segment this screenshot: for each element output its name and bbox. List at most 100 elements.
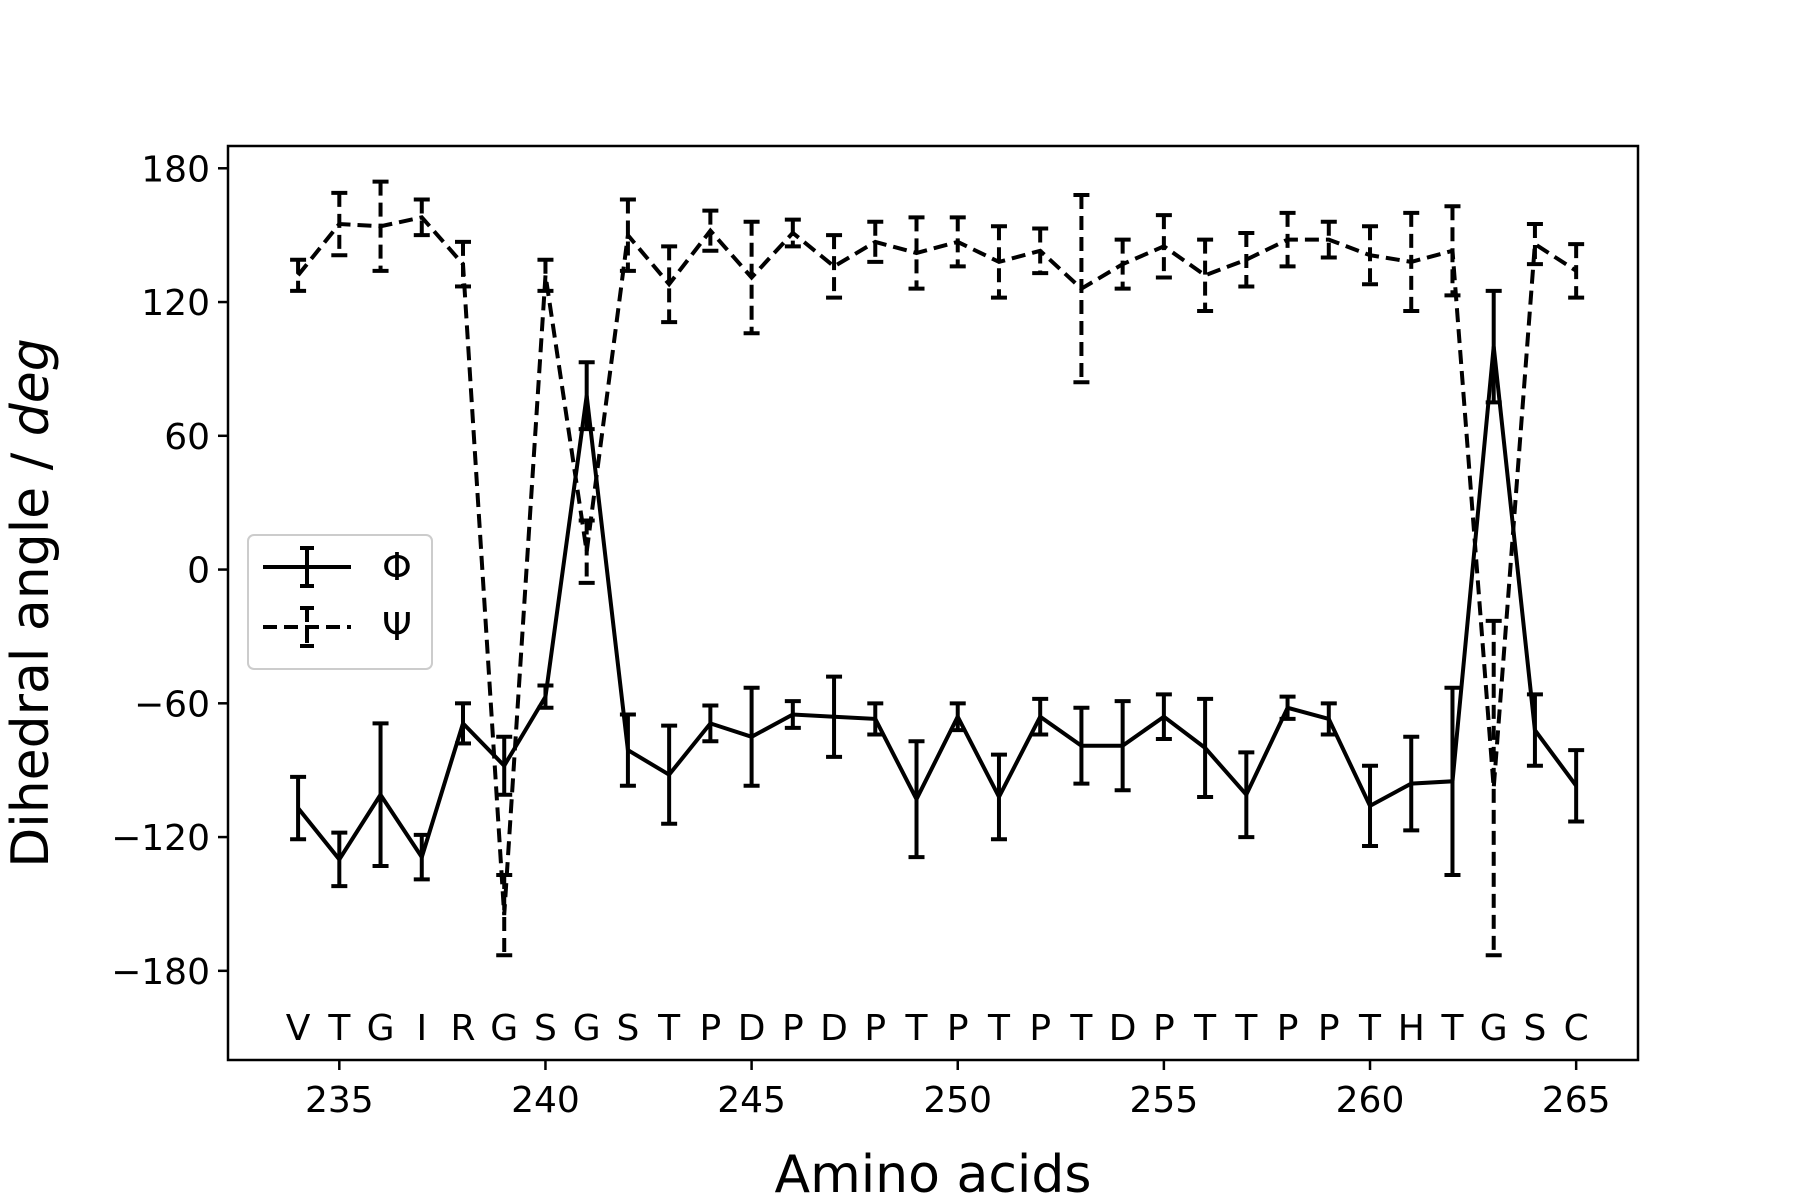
errorbar-psi xyxy=(1114,237,1131,291)
errorbar-psi xyxy=(990,224,1007,300)
errorbar-phi xyxy=(537,683,554,710)
y-axis-label: Dihedral angle / deg xyxy=(1,338,61,868)
errorbar-psi xyxy=(1568,242,1585,300)
errorbar-psi xyxy=(908,215,925,291)
series-line-psi xyxy=(296,215,1578,916)
errorbar-phi xyxy=(1032,696,1049,737)
errorbar-phi xyxy=(1197,696,1214,799)
errorbar-psi xyxy=(496,872,513,958)
series-line-phi xyxy=(296,346,1578,863)
errorbar-phi xyxy=(372,721,389,869)
residue-label: S xyxy=(1524,1008,1547,1049)
errorbar-phi xyxy=(867,701,884,737)
errorbar-psi xyxy=(1032,226,1049,276)
residue-label: V xyxy=(286,1008,311,1049)
errorbar-psi xyxy=(455,239,471,289)
errorbar-phi xyxy=(1568,748,1585,824)
residue-label: P xyxy=(864,1008,886,1049)
x-tick-label: 255 xyxy=(1130,1080,1199,1121)
y-tick-label: −60 xyxy=(134,684,210,725)
errorbar-psi xyxy=(1197,237,1214,313)
errorbar-psi xyxy=(1155,213,1172,280)
errorbar-phi xyxy=(990,752,1007,842)
errorbar-phi xyxy=(578,360,595,432)
errorbar-phi xyxy=(826,674,843,759)
errorbar-psi xyxy=(867,219,884,264)
errorbar-psi xyxy=(1526,222,1543,267)
errorbar-phi xyxy=(1362,763,1379,848)
y-tick-label: 180 xyxy=(141,149,210,190)
residue-label: T xyxy=(987,1008,1011,1049)
errorbar-psi xyxy=(1362,224,1379,287)
y-tick-label: 0 xyxy=(187,551,210,592)
errorbar-psi xyxy=(537,257,554,293)
errorbar-psi xyxy=(372,179,389,273)
residue-label: D xyxy=(820,1008,848,1049)
errorbar-psi xyxy=(1403,210,1420,313)
errorbar-phi xyxy=(949,701,966,733)
residue-label: T xyxy=(1358,1008,1382,1049)
errorbar-phi xyxy=(290,774,307,842)
errorbar-phi xyxy=(1279,694,1296,721)
y-tick-label: 120 xyxy=(141,283,210,324)
errorbar-psi xyxy=(702,208,719,253)
residue-label: T xyxy=(1069,1008,1093,1049)
x-axis-label: Amino acids xyxy=(775,1145,1092,1200)
errorbar-phi xyxy=(455,701,471,746)
errorbar-phi xyxy=(1073,705,1090,786)
residue-label: P xyxy=(1277,1008,1299,1049)
residue-label: S xyxy=(534,1008,557,1049)
errorbar-phi xyxy=(331,830,348,889)
errorbar-psi xyxy=(949,215,966,269)
residue-label: R xyxy=(450,1008,475,1049)
errorbar-psi xyxy=(1073,193,1090,385)
residue-label: H xyxy=(1398,1008,1425,1049)
residue-label: P xyxy=(700,1008,722,1049)
x-tick-label: 265 xyxy=(1542,1080,1611,1121)
residue-label: T xyxy=(1440,1008,1464,1049)
x-tick-label: 235 xyxy=(305,1080,374,1121)
y-axis-label-prefix: Dihedral angle / xyxy=(1,436,61,868)
residue-label: C xyxy=(1564,1008,1589,1049)
errorbar-phi xyxy=(784,699,801,730)
y-axis-label-unit: deg xyxy=(1,338,61,436)
errorbar-psi xyxy=(578,518,595,585)
errorbar-phi xyxy=(619,712,636,788)
x-tick-label: 240 xyxy=(511,1080,580,1121)
residue-label: G xyxy=(573,1008,601,1049)
errorbar-phi xyxy=(908,739,925,860)
errorbar-psi xyxy=(619,197,636,273)
residue-label: T xyxy=(905,1008,929,1049)
errorbar-psi xyxy=(331,190,348,258)
errorbar-phi xyxy=(743,685,760,788)
plot-frame xyxy=(226,144,1640,1062)
residue-label: P xyxy=(947,1008,969,1049)
y-axis: −180 −120 −60 0 60 120 180 xyxy=(111,149,228,993)
errorbar-psi xyxy=(743,219,760,336)
y-tick-label: −180 xyxy=(111,952,210,993)
legend-psi-label: Ψ xyxy=(382,605,412,649)
errorbar-phi xyxy=(1320,701,1337,737)
residue-label: G xyxy=(1480,1008,1508,1049)
errorbar-phi xyxy=(1403,734,1420,833)
x-axis: 235 240 245 250 255 260 265 xyxy=(305,1060,1611,1121)
residue-label: I xyxy=(416,1008,427,1049)
errorbar-phi xyxy=(1114,699,1131,793)
residue-label: G xyxy=(490,1008,518,1049)
errorbar-phi xyxy=(661,723,678,826)
errorbar-psi xyxy=(1485,618,1502,958)
residue-label: P xyxy=(782,1008,804,1049)
x-tick-label: 245 xyxy=(717,1080,786,1121)
errorbar-phi xyxy=(1238,750,1255,840)
errorbar-psi xyxy=(413,197,430,238)
legend: Φ Ψ xyxy=(247,534,433,670)
errorbar-psi xyxy=(1238,230,1255,289)
errorbar-phi xyxy=(1485,288,1502,405)
residue-label: P xyxy=(1029,1008,1051,1049)
errorbar-phi xyxy=(702,703,719,744)
x-tick-label: 260 xyxy=(1336,1080,1405,1121)
residue-label: P xyxy=(1318,1008,1340,1049)
errorbar-phi xyxy=(1155,692,1172,741)
